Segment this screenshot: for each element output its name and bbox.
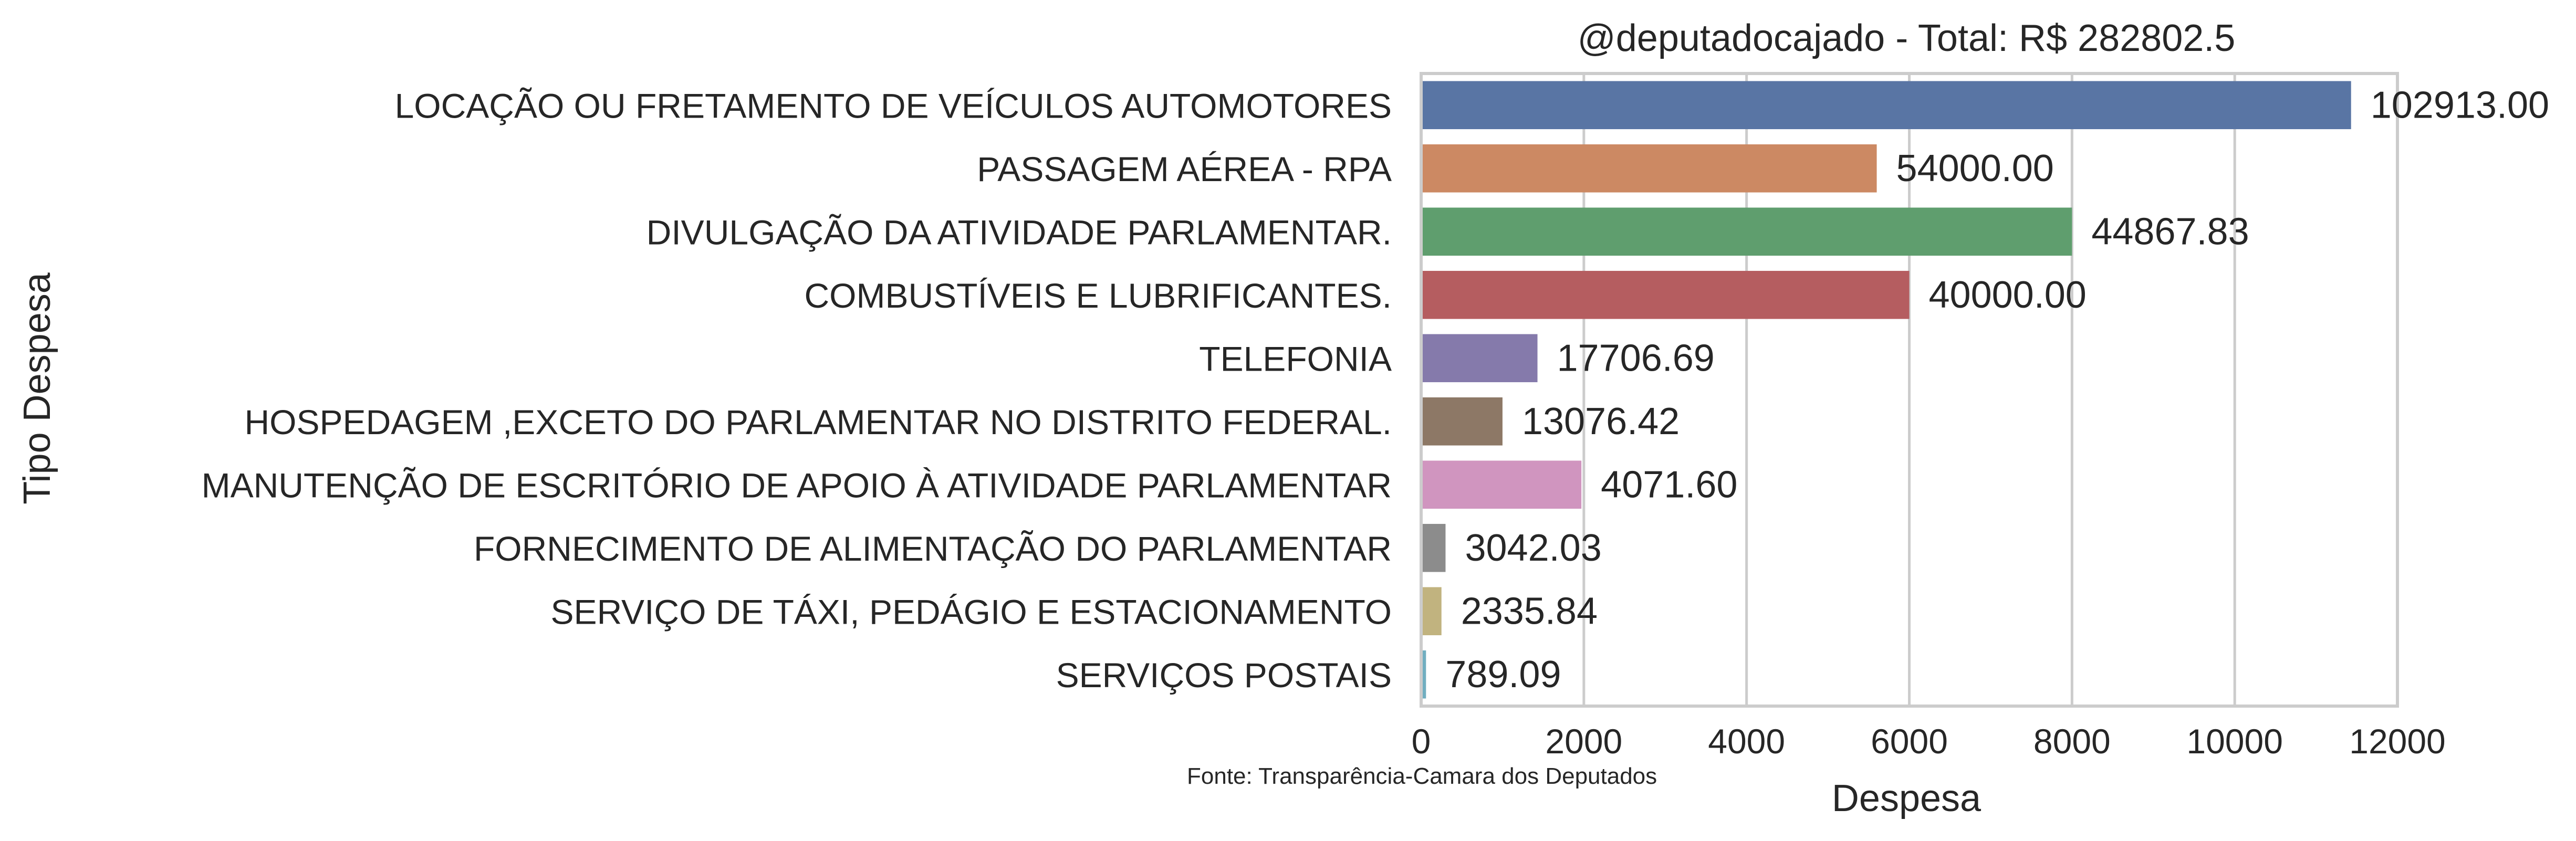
x-tick-label: 0 bbox=[1412, 722, 1431, 761]
data-label: 40000.00 bbox=[1929, 274, 2087, 316]
y-tick-label: FORNECIMENTO DE ALIMENTAÇÃO DO PARLAMENT… bbox=[474, 529, 1392, 568]
y-tick-label: SERVIÇO DE TÁXI, PEDÁGIO E ESTACIONAMENT… bbox=[551, 592, 1392, 631]
y-axis-label: Tipo Despesa bbox=[16, 272, 58, 504]
x-tick-label: 8000 bbox=[2033, 722, 2111, 761]
x-tick-label: 6000 bbox=[1871, 722, 1948, 761]
y-tick-label: DIVULGAÇÃO DA ATIVIDADE PARLAMENTAR. bbox=[646, 213, 1392, 251]
y-tick-label: LOCAÇÃO OU FRETAMENTO DE VEÍCULOS AUTOMO… bbox=[395, 86, 1392, 125]
data-label: 44867.83 bbox=[2091, 211, 2249, 253]
bar bbox=[1421, 460, 1582, 509]
x-tick-label: 10000 bbox=[2186, 722, 2283, 761]
data-label: 54000.00 bbox=[1896, 148, 2054, 190]
x-tick-label: 12000 bbox=[2349, 722, 2446, 761]
source-note: Fonte: Transparência-Camara dos Deputado… bbox=[1187, 763, 1657, 789]
bar bbox=[1421, 523, 1446, 572]
data-label: 17706.69 bbox=[1557, 337, 1715, 379]
plot-frame bbox=[1420, 72, 2399, 708]
bars bbox=[1421, 81, 2351, 699]
bar bbox=[1421, 397, 1503, 446]
x-tick-label: 4000 bbox=[1708, 722, 1785, 761]
bar bbox=[1421, 207, 2072, 256]
data-label: 4071.60 bbox=[1601, 464, 1737, 506]
x-tick-labels: 0 2000 4000 6000 8000 10000 12000 bbox=[1412, 722, 2446, 761]
y-tick-label: COMBUSTÍVEIS E LUBRIFICANTES. bbox=[804, 276, 1392, 315]
y-tick-labels: LOCAÇÃO OU FRETAMENTO DE VEÍCULOS AUTOMO… bbox=[202, 86, 1392, 695]
x-axis-label: Despesa bbox=[1832, 777, 1981, 819]
y-tick-label: MANUTENÇÃO DE ESCRITÓRIO DE APOIO À ATIV… bbox=[202, 466, 1392, 504]
chart-title: @deputadocajado - Total: R$ 282802.5 bbox=[1578, 17, 2236, 59]
y-tick-label: PASSAGEM AÉREA - RPA bbox=[977, 150, 1392, 188]
bar bbox=[1421, 334, 1538, 383]
bar bbox=[1421, 587, 1442, 636]
y-tick-label: SERVIÇOS POSTAIS bbox=[1056, 656, 1392, 695]
y-tick-label: TELEFONIA bbox=[1199, 339, 1392, 378]
data-label: 3042.03 bbox=[1465, 527, 1601, 569]
y-tick-label: HOSPEDAGEM ,EXCETO DO PARLAMENTAR NO DIS… bbox=[245, 403, 1392, 441]
data-label: 2335.84 bbox=[1461, 590, 1598, 632]
x-tick-label: 2000 bbox=[1545, 722, 1622, 761]
bar bbox=[1421, 144, 1877, 193]
data-label: 13076.42 bbox=[1522, 401, 1680, 443]
bar bbox=[1421, 270, 1910, 319]
bar bbox=[1421, 650, 1426, 699]
data-label: 102913.00 bbox=[2371, 84, 2549, 126]
data-label: 789.09 bbox=[1445, 654, 1561, 696]
bar bbox=[1421, 81, 2351, 130]
